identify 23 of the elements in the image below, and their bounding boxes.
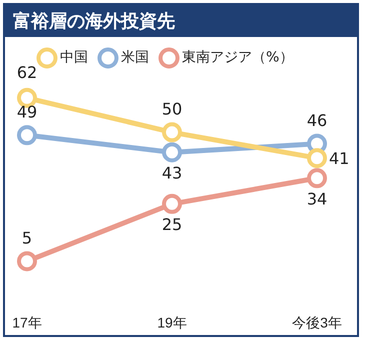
point [17, 125, 37, 146]
point [162, 194, 182, 214]
point [17, 251, 37, 272]
data-label: 43 [162, 164, 182, 183]
point [162, 122, 182, 142]
x-tick-label: 17年 [12, 314, 42, 330]
x-tick-label: 今後3年 [292, 314, 342, 330]
legend-label: 米国 [121, 50, 149, 66]
data-label: 49 [16, 102, 38, 122]
point [307, 148, 327, 168]
legend-label: 東南アジア（%） [182, 50, 294, 66]
data-label: 5 [22, 228, 32, 248]
data-label: 62 [16, 63, 38, 82]
data-label: 46 [306, 110, 328, 130]
point [307, 168, 327, 188]
point [162, 142, 182, 162]
chart-title: 富裕層の海外投資先 [5, 5, 357, 37]
data-label: 41 [329, 149, 350, 168]
data-label: 34 [306, 189, 328, 208]
x-tick-label: 19年 [157, 314, 187, 330]
data-label: 25 [162, 215, 182, 234]
data-label: 50 [162, 99, 182, 118]
legend-label: 中国 [60, 50, 88, 66]
